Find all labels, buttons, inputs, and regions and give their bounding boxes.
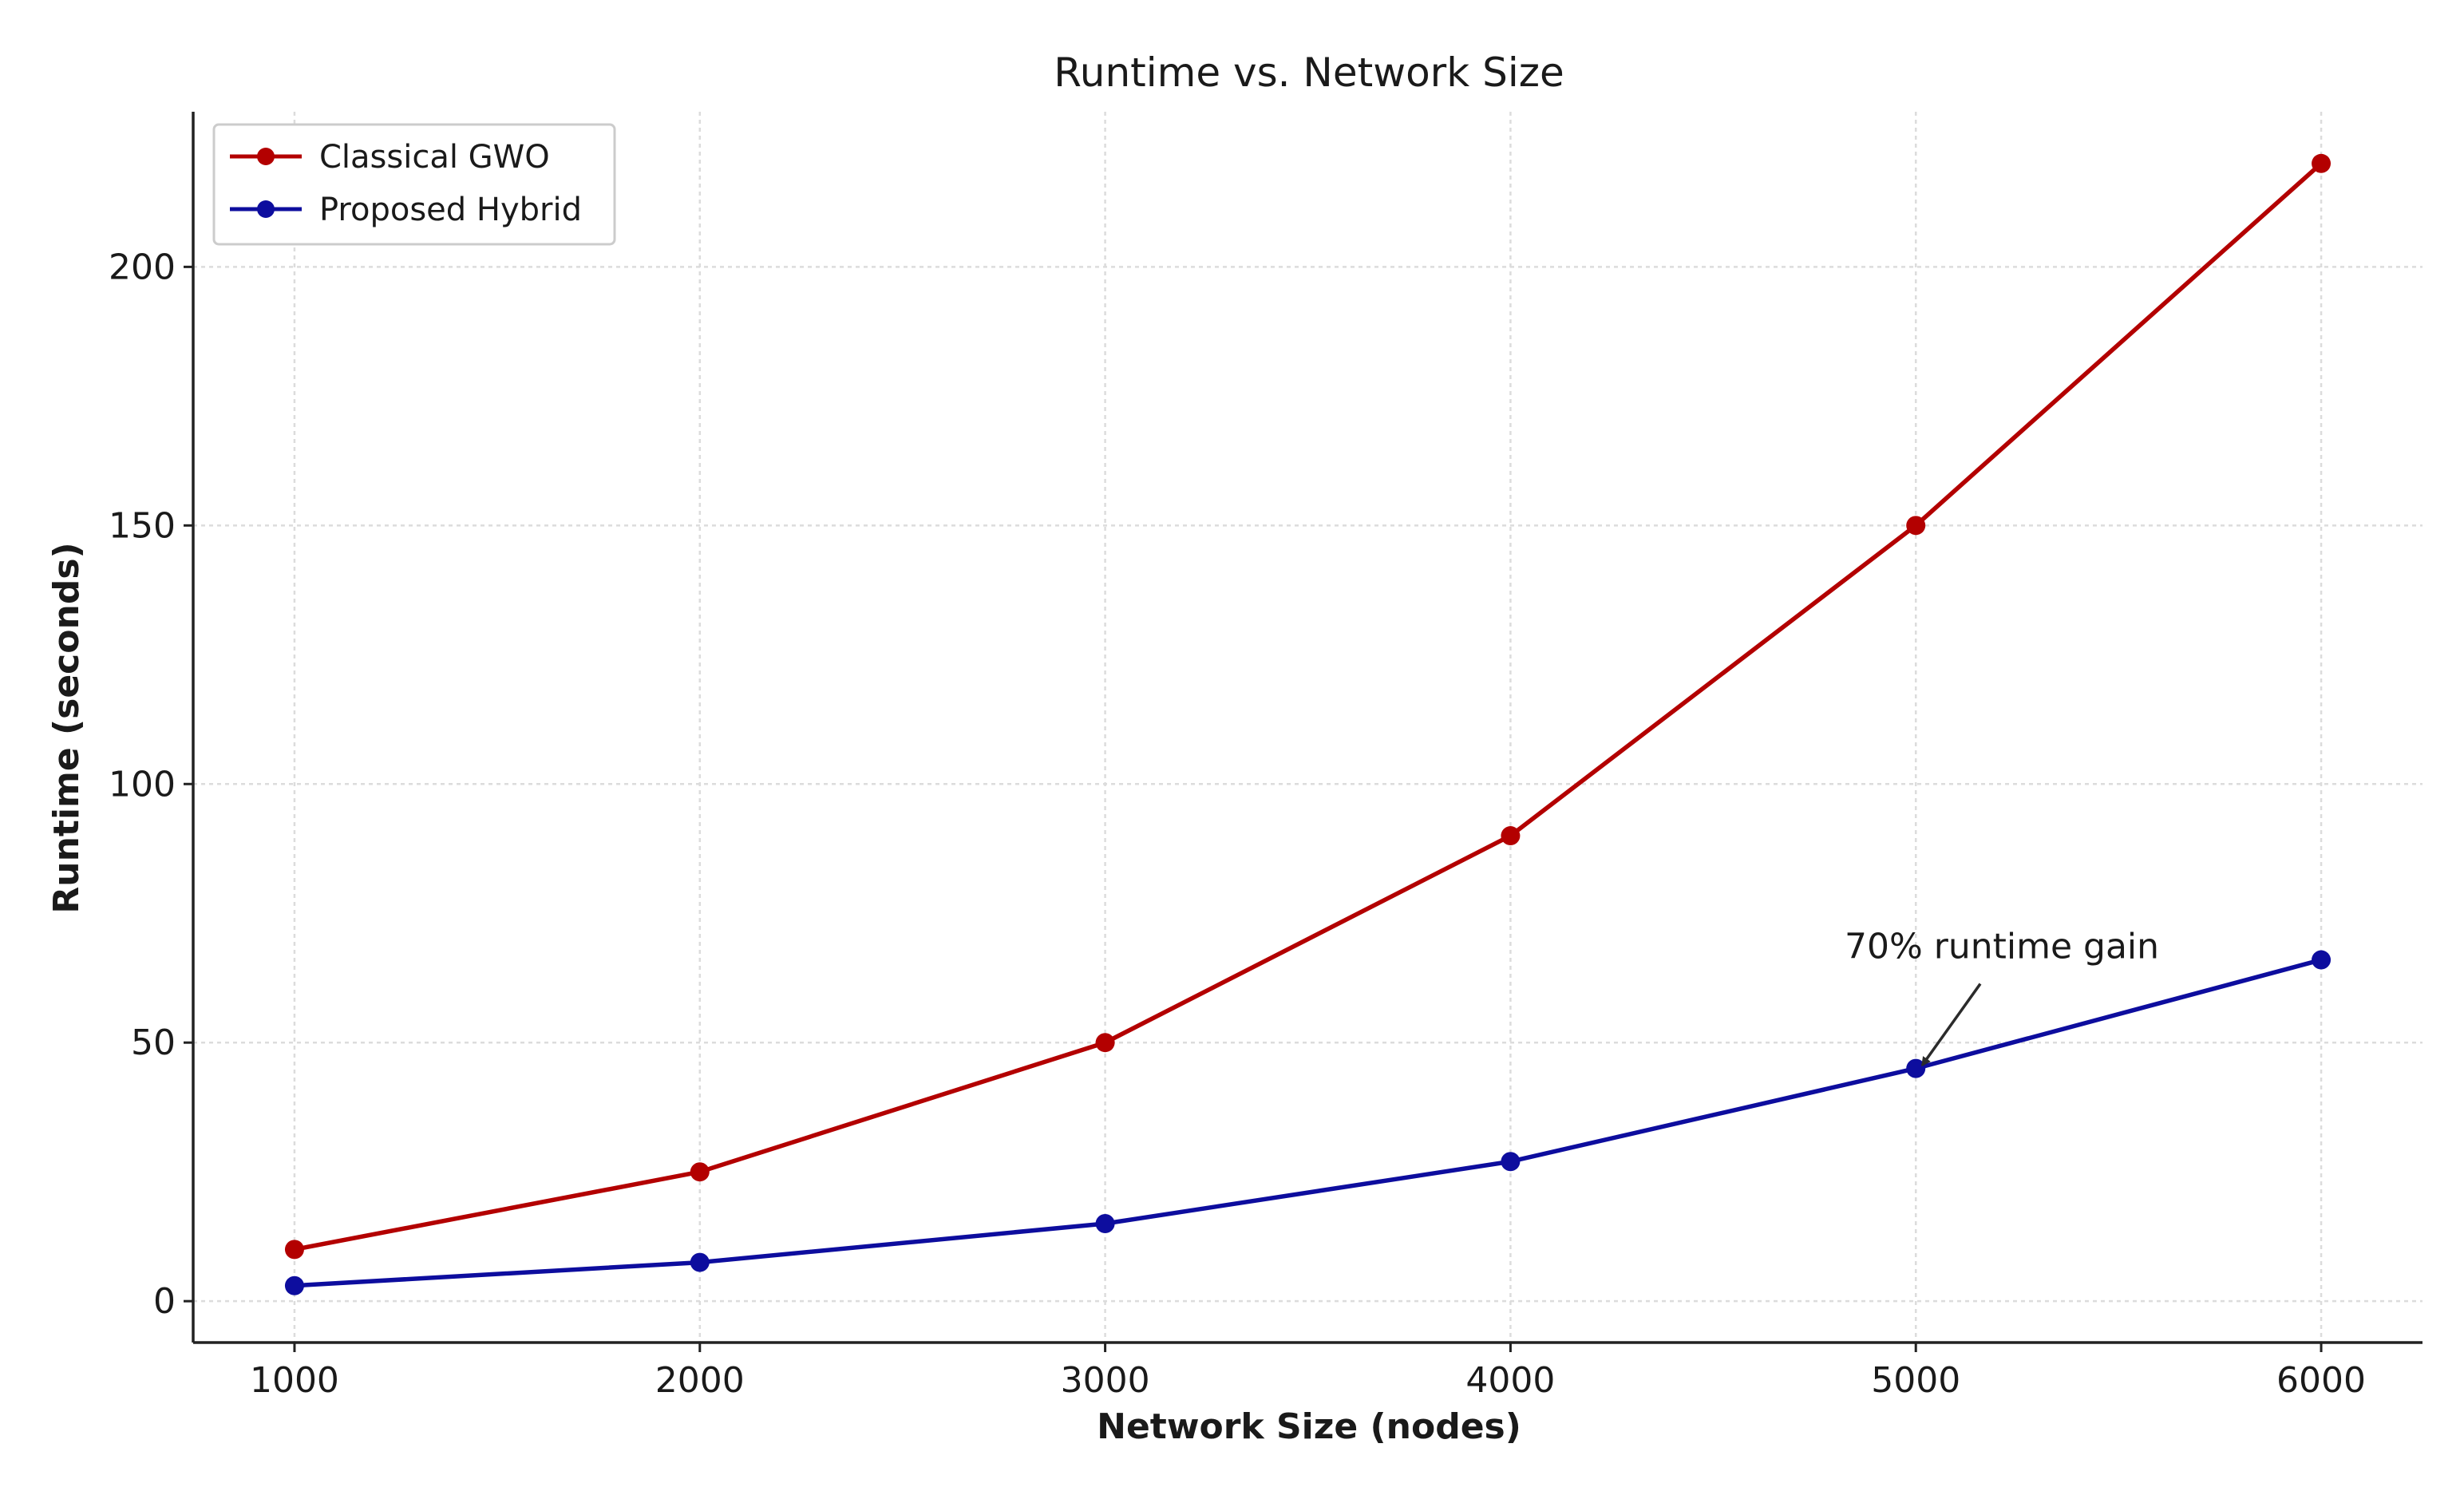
x-tick-label: 2000	[655, 1360, 745, 1401]
grid	[193, 112, 2422, 1343]
x-tick-label: 6000	[2276, 1360, 2366, 1401]
data-point-proposed-hybrid	[1906, 1058, 1926, 1078]
axes	[192, 112, 2422, 1344]
x-tick-label: 5000	[1871, 1360, 1960, 1401]
legend-box	[212, 123, 616, 246]
data-point-proposed-hybrid	[284, 1275, 304, 1295]
annotation-text: 70% runtime gain	[1845, 927, 2159, 967]
legend: Classical GWO Proposed Hybrid	[212, 123, 616, 246]
legend-label-hybrid: Proposed Hybrid	[319, 192, 582, 228]
data-point-proposed-hybrid	[690, 1252, 710, 1272]
data-point-classical-gwo	[1095, 1033, 1115, 1053]
x-tick-label: 4000	[1465, 1360, 1555, 1401]
legend-marker-hybrid	[257, 200, 275, 218]
y-tick-label: 150	[109, 505, 176, 546]
x-axis-label: Network Size (nodes)	[1097, 1406, 1521, 1447]
series-line-proposed-hybrid	[294, 957, 2322, 1288]
data-point-classical-gwo	[690, 1162, 710, 1182]
y-tick-label: 0	[153, 1281, 176, 1322]
data-point-classical-gwo	[284, 1240, 304, 1260]
legend-marker-classical	[257, 148, 275, 165]
series-lines	[284, 153, 2332, 1295]
data-point-classical-gwo	[2312, 153, 2332, 173]
y-axis-label: Runtime (seconds)	[46, 542, 87, 913]
data-point-proposed-hybrid	[1501, 1152, 1521, 1172]
data-point-proposed-hybrid	[2312, 950, 2332, 970]
chart-title: Runtime vs. Network Size	[1054, 49, 1564, 96]
data-point-classical-gwo	[1906, 516, 1926, 536]
ticks: 1000 2000 3000 4000 5000 6000 0 50 100 150 200	[109, 247, 2366, 1401]
annotation-arrow	[1920, 983, 1982, 1067]
x-tick-label: 1000	[250, 1360, 339, 1401]
y-tick-label: 100	[109, 764, 176, 805]
y-tick-label: 50	[131, 1022, 176, 1063]
data-point-proposed-hybrid	[1095, 1213, 1115, 1233]
y-tick-label: 200	[109, 247, 176, 287]
x-tick-label: 3000	[1061, 1360, 1150, 1401]
legend-label-classical: Classical GWO	[319, 139, 550, 176]
annotations: 70% runtime gain	[1845, 927, 2159, 1067]
series-line-classical-gwo	[294, 161, 2323, 1252]
data-point-classical-gwo	[1501, 826, 1521, 846]
